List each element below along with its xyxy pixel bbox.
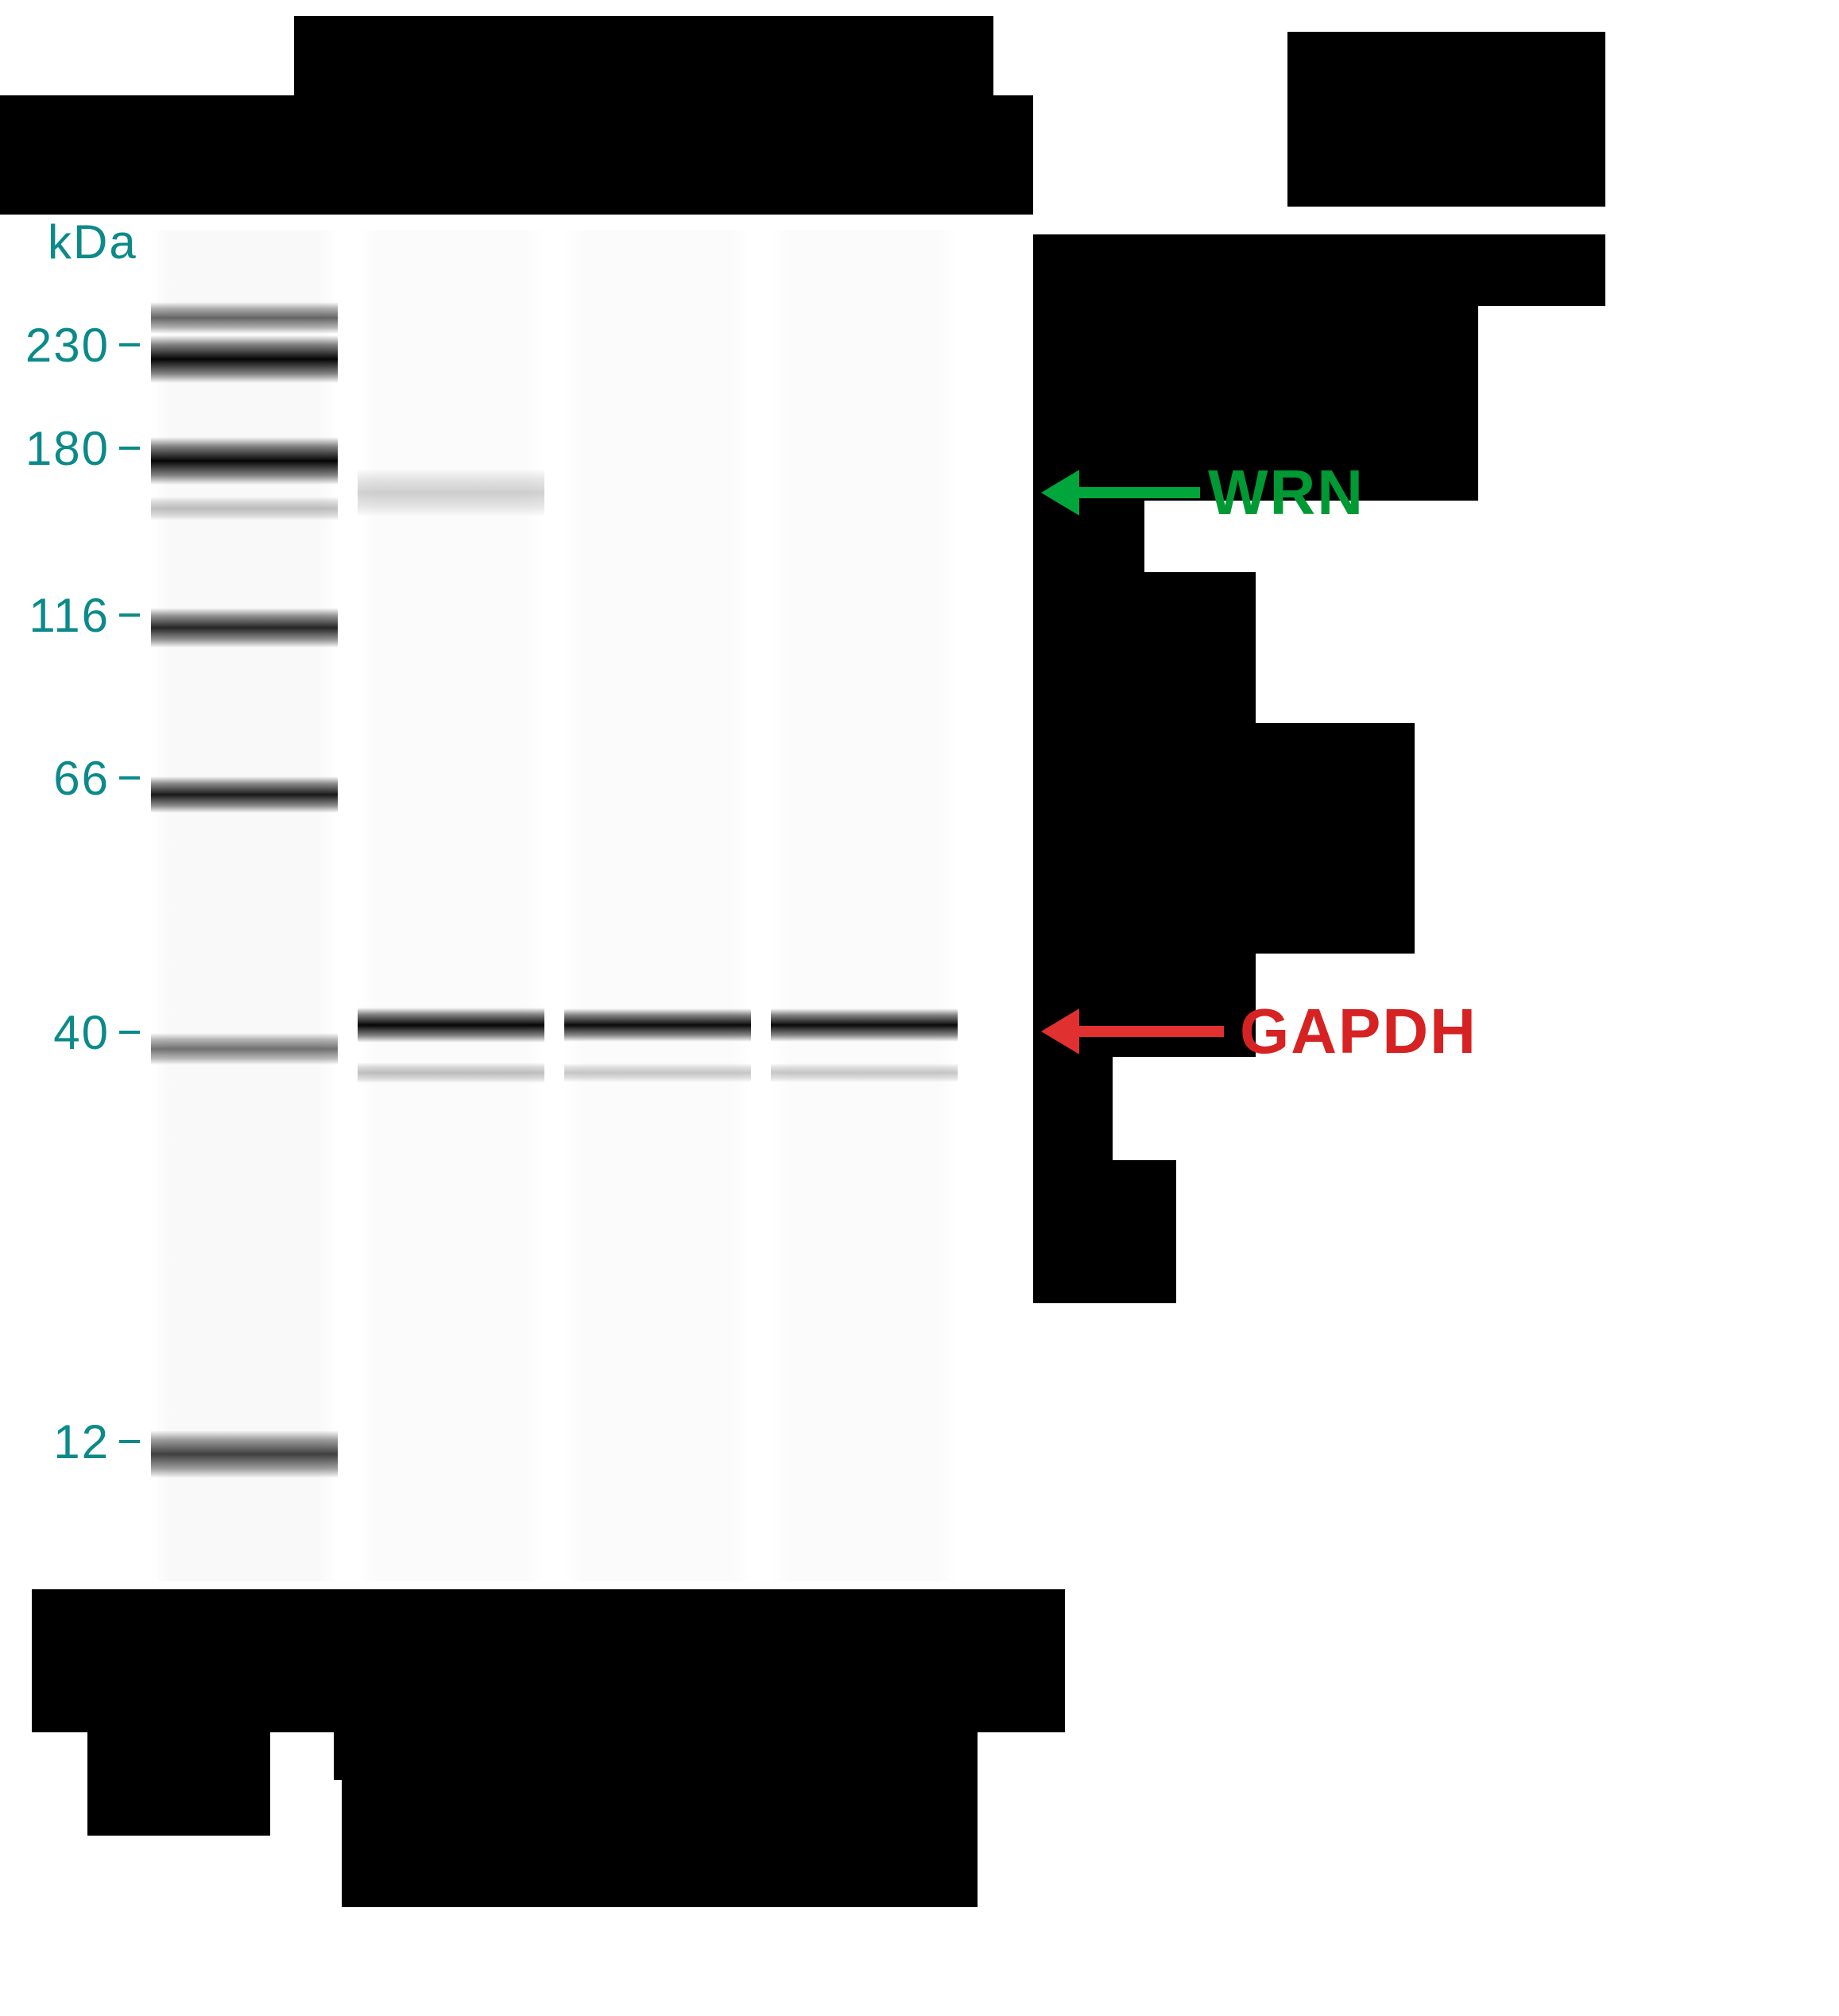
- gel-band: [771, 1008, 958, 1042]
- gel-band: [151, 497, 338, 520]
- gel-band: [151, 302, 338, 334]
- mw-marker-label: 230: [14, 318, 110, 373]
- gel-band: [564, 1063, 751, 1082]
- gel-band: [358, 469, 544, 517]
- footer-block: [32, 1589, 1065, 1732]
- right-block: [1033, 1160, 1176, 1303]
- gel-band: [151, 335, 338, 383]
- band-annotation-arrow: [1025, 447, 1208, 539]
- mw-unit-label: kDa: [48, 215, 137, 269]
- sample-lane: [771, 230, 958, 1581]
- western-blot-gel: [127, 230, 1033, 1581]
- header-block: [1287, 32, 1605, 207]
- header-block: [0, 95, 1033, 215]
- band-annotation-label: WRN: [1208, 456, 1365, 529]
- gel-band: [151, 437, 338, 485]
- figure-container: kDa 230 180 116 66 40 12 WRN GAPDH: [0, 0, 1839, 2016]
- gel-band: [564, 1008, 751, 1042]
- band-annotation-arrow: [1025, 985, 1232, 1078]
- right-block: [1033, 723, 1415, 954]
- mw-marker-label: 12: [14, 1414, 110, 1469]
- gel-band: [358, 1062, 544, 1083]
- sample-lane: [564, 230, 751, 1581]
- ladder-lane: [151, 230, 338, 1581]
- mw-marker-label: 180: [14, 421, 110, 476]
- gel-band: [151, 608, 338, 648]
- gel-band: [771, 1063, 958, 1082]
- mw-marker-tick: [119, 1031, 140, 1034]
- mw-marker-label: 66: [14, 751, 110, 806]
- mw-marker-label: 116: [14, 588, 110, 643]
- mw-marker-tick: [119, 776, 140, 780]
- band-annotation-label: GAPDH: [1240, 995, 1477, 1068]
- sample-lane: [358, 230, 544, 1581]
- footer-block: [342, 1732, 978, 1907]
- right-block: [1033, 572, 1256, 723]
- gel-band: [151, 776, 338, 813]
- mw-marker-tick: [119, 1440, 140, 1443]
- mw-marker-tick: [119, 343, 140, 346]
- mw-marker-tick: [119, 447, 140, 450]
- header-block: [294, 16, 993, 111]
- mw-marker-label: 40: [14, 1005, 110, 1060]
- mw-marker-tick: [119, 613, 140, 617]
- gel-band: [358, 1008, 544, 1043]
- footer-block: [87, 1732, 270, 1836]
- gel-band: [151, 1430, 338, 1478]
- gel-band: [151, 1033, 338, 1065]
